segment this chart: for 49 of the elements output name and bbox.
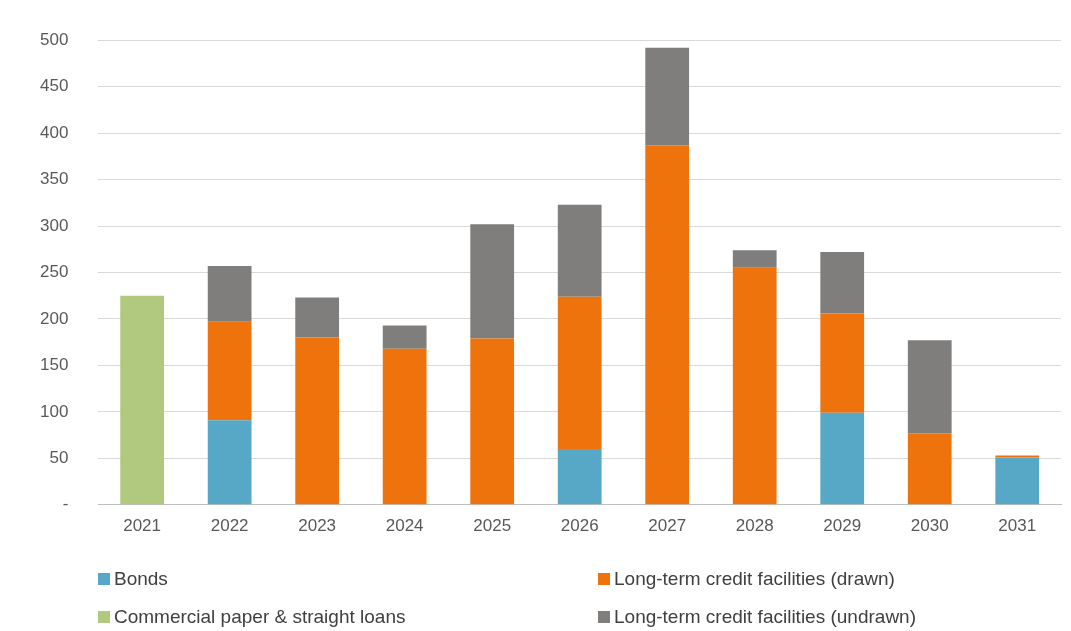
y-tick-label: 150 [39, 355, 69, 375]
bar [732, 267, 777, 505]
x-tick-label: 2021 [123, 515, 162, 535]
bar [470, 224, 515, 339]
bar [470, 338, 515, 505]
y-tick-label: 100 [39, 401, 69, 421]
y-tick-label: 500 [39, 29, 69, 49]
x-tick-label: 2028 [735, 515, 774, 535]
x-tick-label: 2023 [298, 515, 337, 535]
y-tick-label: 200 [39, 308, 69, 328]
x-tick-label: 2030 [910, 515, 949, 535]
y-tick-label: - [62, 494, 69, 514]
legend-label: Long-term credit facilities (drawn) [614, 568, 895, 590]
legend-label: Commercial paper & straight loans [114, 606, 406, 628]
x-tick-label: 2026 [560, 515, 599, 535]
y-tick-label: 50 [49, 448, 69, 468]
bar [382, 348, 427, 505]
y-tick-label: 350 [39, 169, 69, 189]
x-tick-label: 2027 [648, 515, 687, 535]
bar [557, 204, 602, 297]
y-tick-label: 400 [39, 122, 69, 142]
legend-label: Long-term credit facilities (undrawn) [614, 606, 917, 628]
bar [820, 412, 865, 505]
x-tick-label: 2024 [385, 515, 424, 535]
bar [557, 449, 602, 505]
legend-label: Bonds [114, 568, 168, 590]
x-tick-label: 2025 [473, 515, 512, 535]
bar [120, 295, 164, 505]
y-tick-label: 300 [39, 215, 69, 235]
bar [645, 145, 690, 505]
x-tick-label: 2029 [823, 515, 862, 535]
bar [207, 266, 252, 322]
bar [557, 296, 602, 450]
y-tick-label: 250 [39, 262, 69, 282]
bar [645, 47, 690, 146]
bar [995, 457, 1040, 505]
y-tick-label: 450 [39, 76, 69, 96]
bar [907, 433, 952, 505]
bar [382, 325, 427, 349]
x-tick-label: 2022 [210, 515, 249, 535]
bar [295, 337, 340, 505]
bar [207, 420, 252, 505]
bar [207, 321, 252, 421]
bar [732, 250, 777, 268]
bar [295, 297, 340, 338]
bar [820, 313, 865, 413]
x-tick-label: 2031 [998, 515, 1037, 535]
bar [907, 340, 952, 434]
bar [820, 252, 865, 314]
